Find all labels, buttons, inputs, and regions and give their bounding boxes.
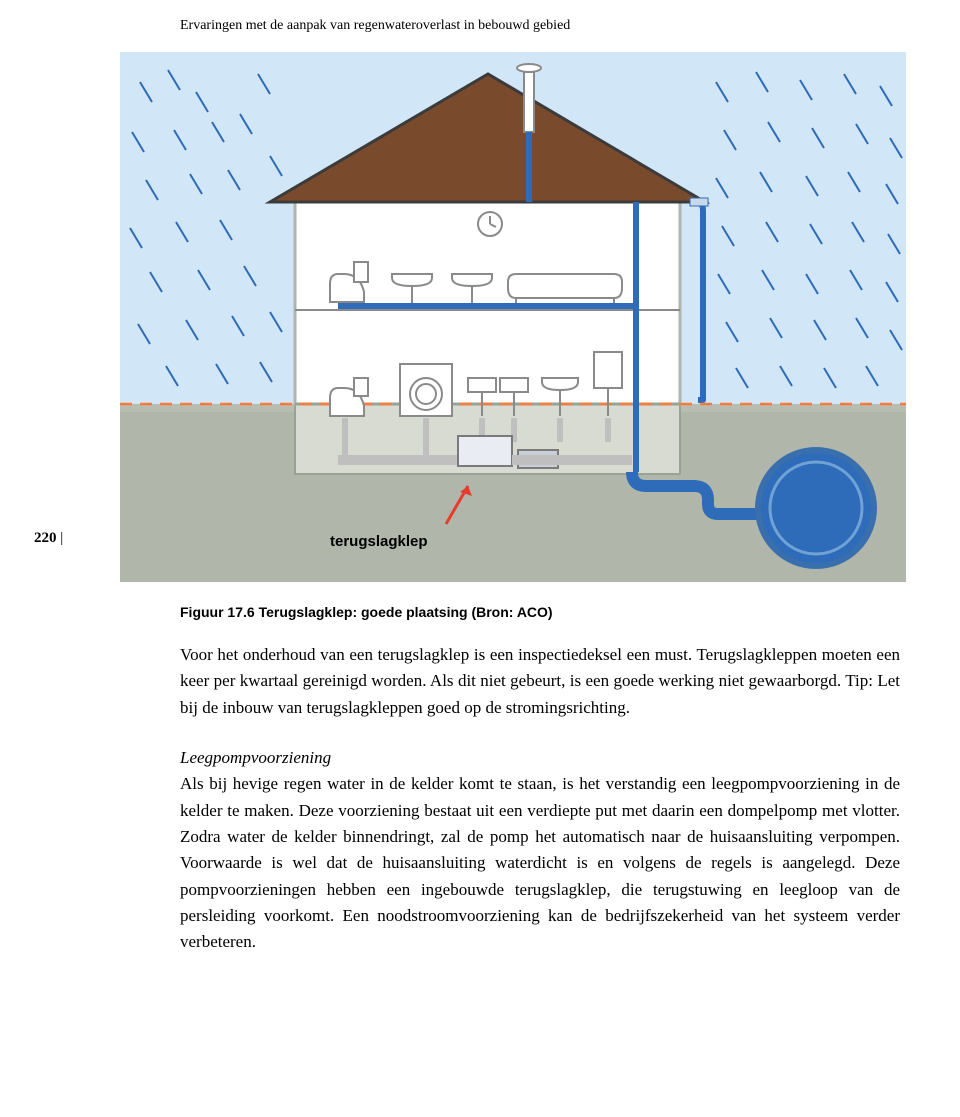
valve-label: terugslagklep — [330, 533, 428, 550]
figure: terugslagklep — [120, 52, 906, 582]
sewer-main — [758, 450, 874, 566]
body-text: Voor het onderhoud van een terugslagklep… — [180, 642, 900, 956]
page: Ervaringen met de aanpak van regenwatero… — [0, 0, 960, 956]
backflow-valve-box — [458, 436, 512, 466]
house-cross-section-diagram: terugslagklep — [120, 52, 906, 582]
figure-caption: Figuur 17.6 Terugslagklep: goede plaatsi… — [180, 604, 960, 620]
page-number: 220 — [34, 530, 63, 547]
running-head: Ervaringen met de aanpak van regenwatero… — [0, 0, 960, 42]
paragraph-2: Als bij hevige regen water in de kelder … — [180, 771, 900, 955]
paragraph-1: Voor het onderhoud van een terugslagklep… — [180, 642, 900, 721]
subhead-leegpomp: Leegpompvoorziening — [180, 748, 331, 767]
